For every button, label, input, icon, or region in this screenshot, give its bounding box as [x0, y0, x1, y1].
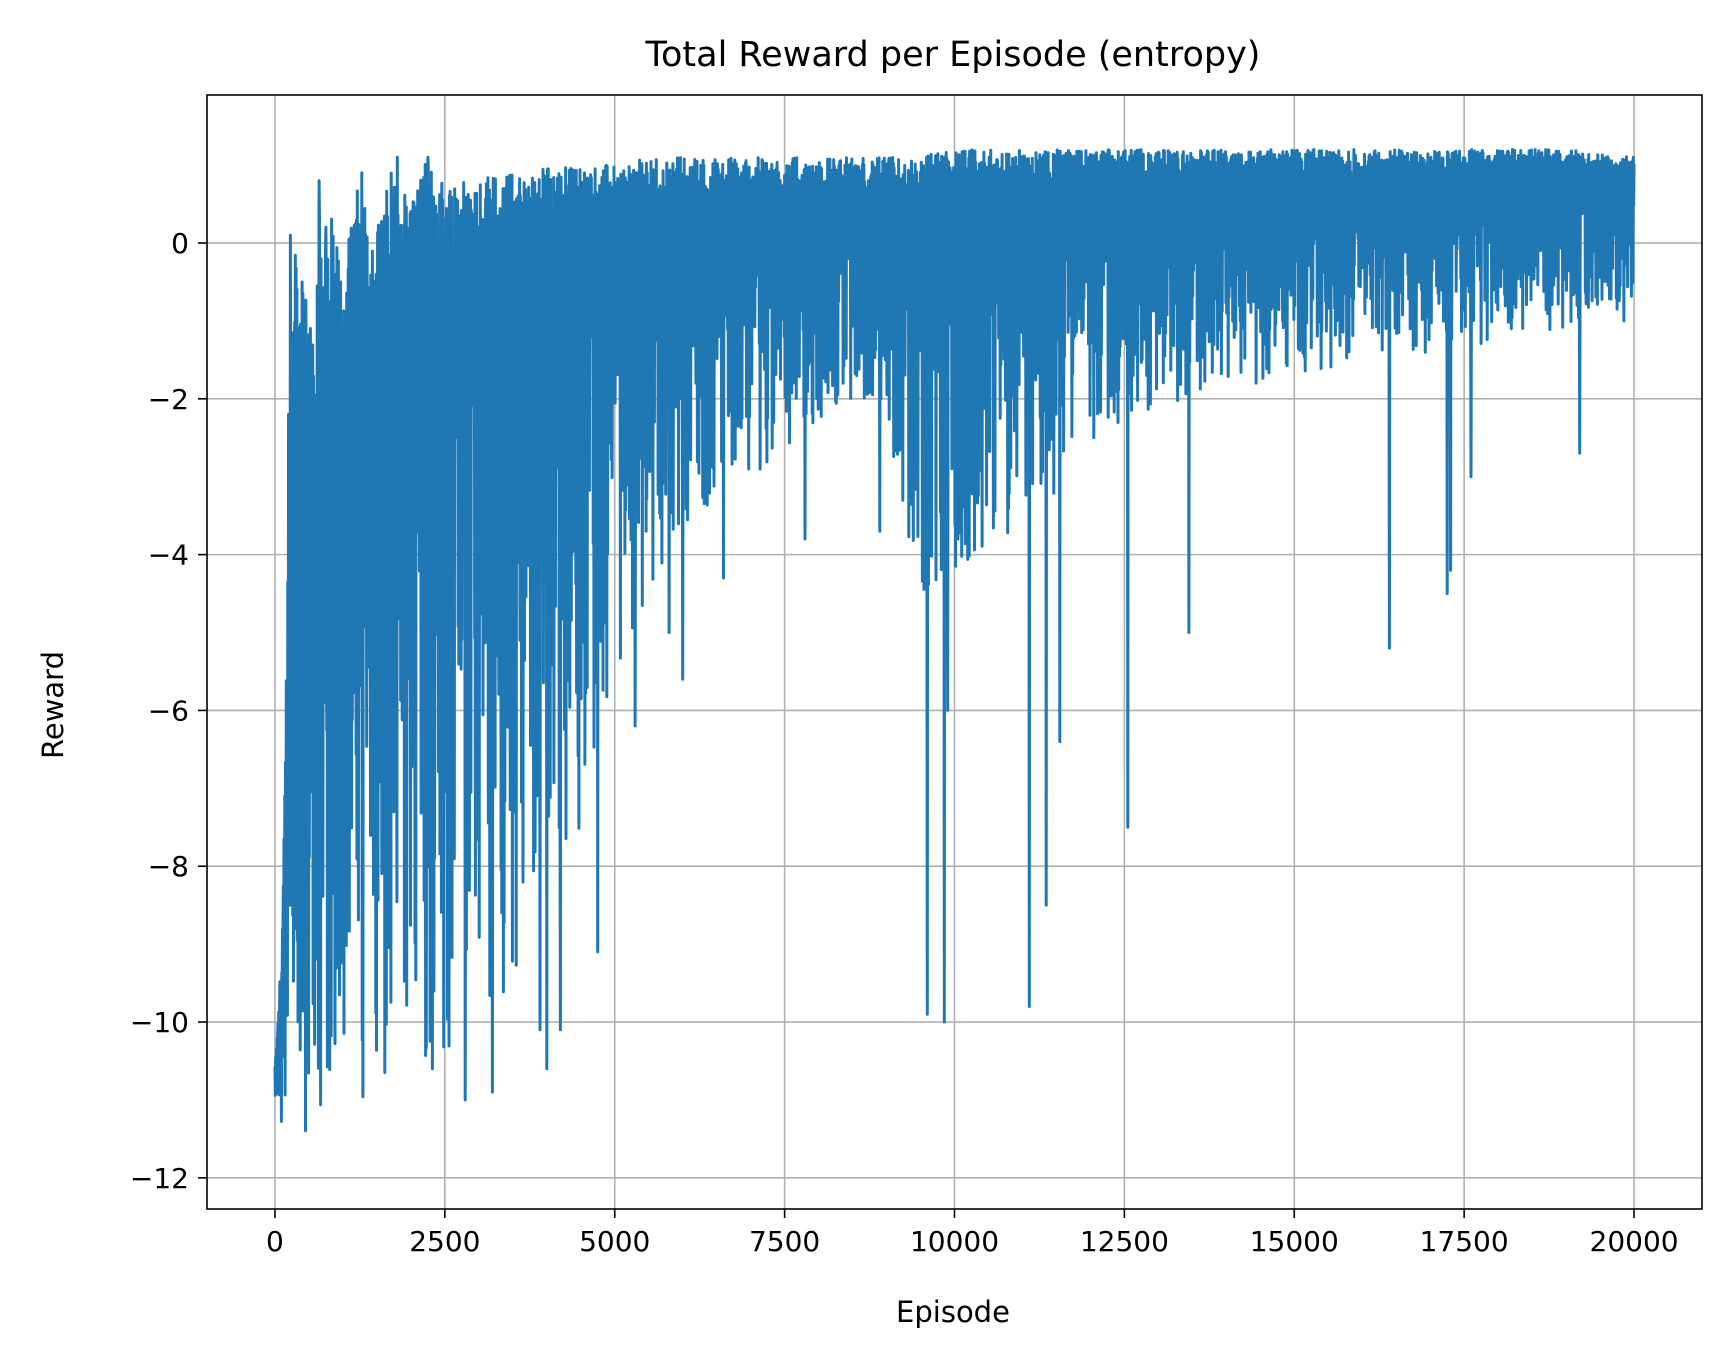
x-tick-label: 15000 [1250, 1225, 1339, 1258]
x-tick-label: 5000 [579, 1225, 650, 1258]
x-tick-label: 0 [266, 1225, 284, 1258]
y-tick-label: −12 [130, 1162, 189, 1195]
reward-series [273, 148, 1636, 1133]
x-axis-title: Episode [896, 1295, 1010, 1329]
y-tick-label: −4 [148, 539, 189, 572]
y-tick-label: −6 [148, 694, 189, 727]
x-tick-label: 2500 [409, 1225, 480, 1258]
x-tick-label: 12500 [1080, 1225, 1169, 1258]
reward-series-line [273, 148, 1636, 1133]
y-tick-label: −10 [130, 1006, 189, 1039]
x-tick-label: 10000 [910, 1225, 999, 1258]
y-tick-label: −8 [148, 850, 189, 883]
y-axis-title: Reward [36, 651, 70, 759]
x-tick-label: 7500 [749, 1225, 820, 1258]
x-tick-label: 20000 [1590, 1225, 1679, 1258]
y-tick-label: 0 [171, 227, 189, 260]
y-tick-label: −2 [148, 383, 189, 416]
chart-title: Total Reward per Episode (entropy) [645, 35, 1261, 75]
y-axis-ticks: 0 −2 −4 −6 −8 −10 −12 [130, 227, 207, 1195]
x-tick-label: 17500 [1420, 1225, 1509, 1258]
x-axis-ticks: 0 2500 5000 7500 10000 12500 15000 17500 20000 [266, 1209, 1679, 1258]
